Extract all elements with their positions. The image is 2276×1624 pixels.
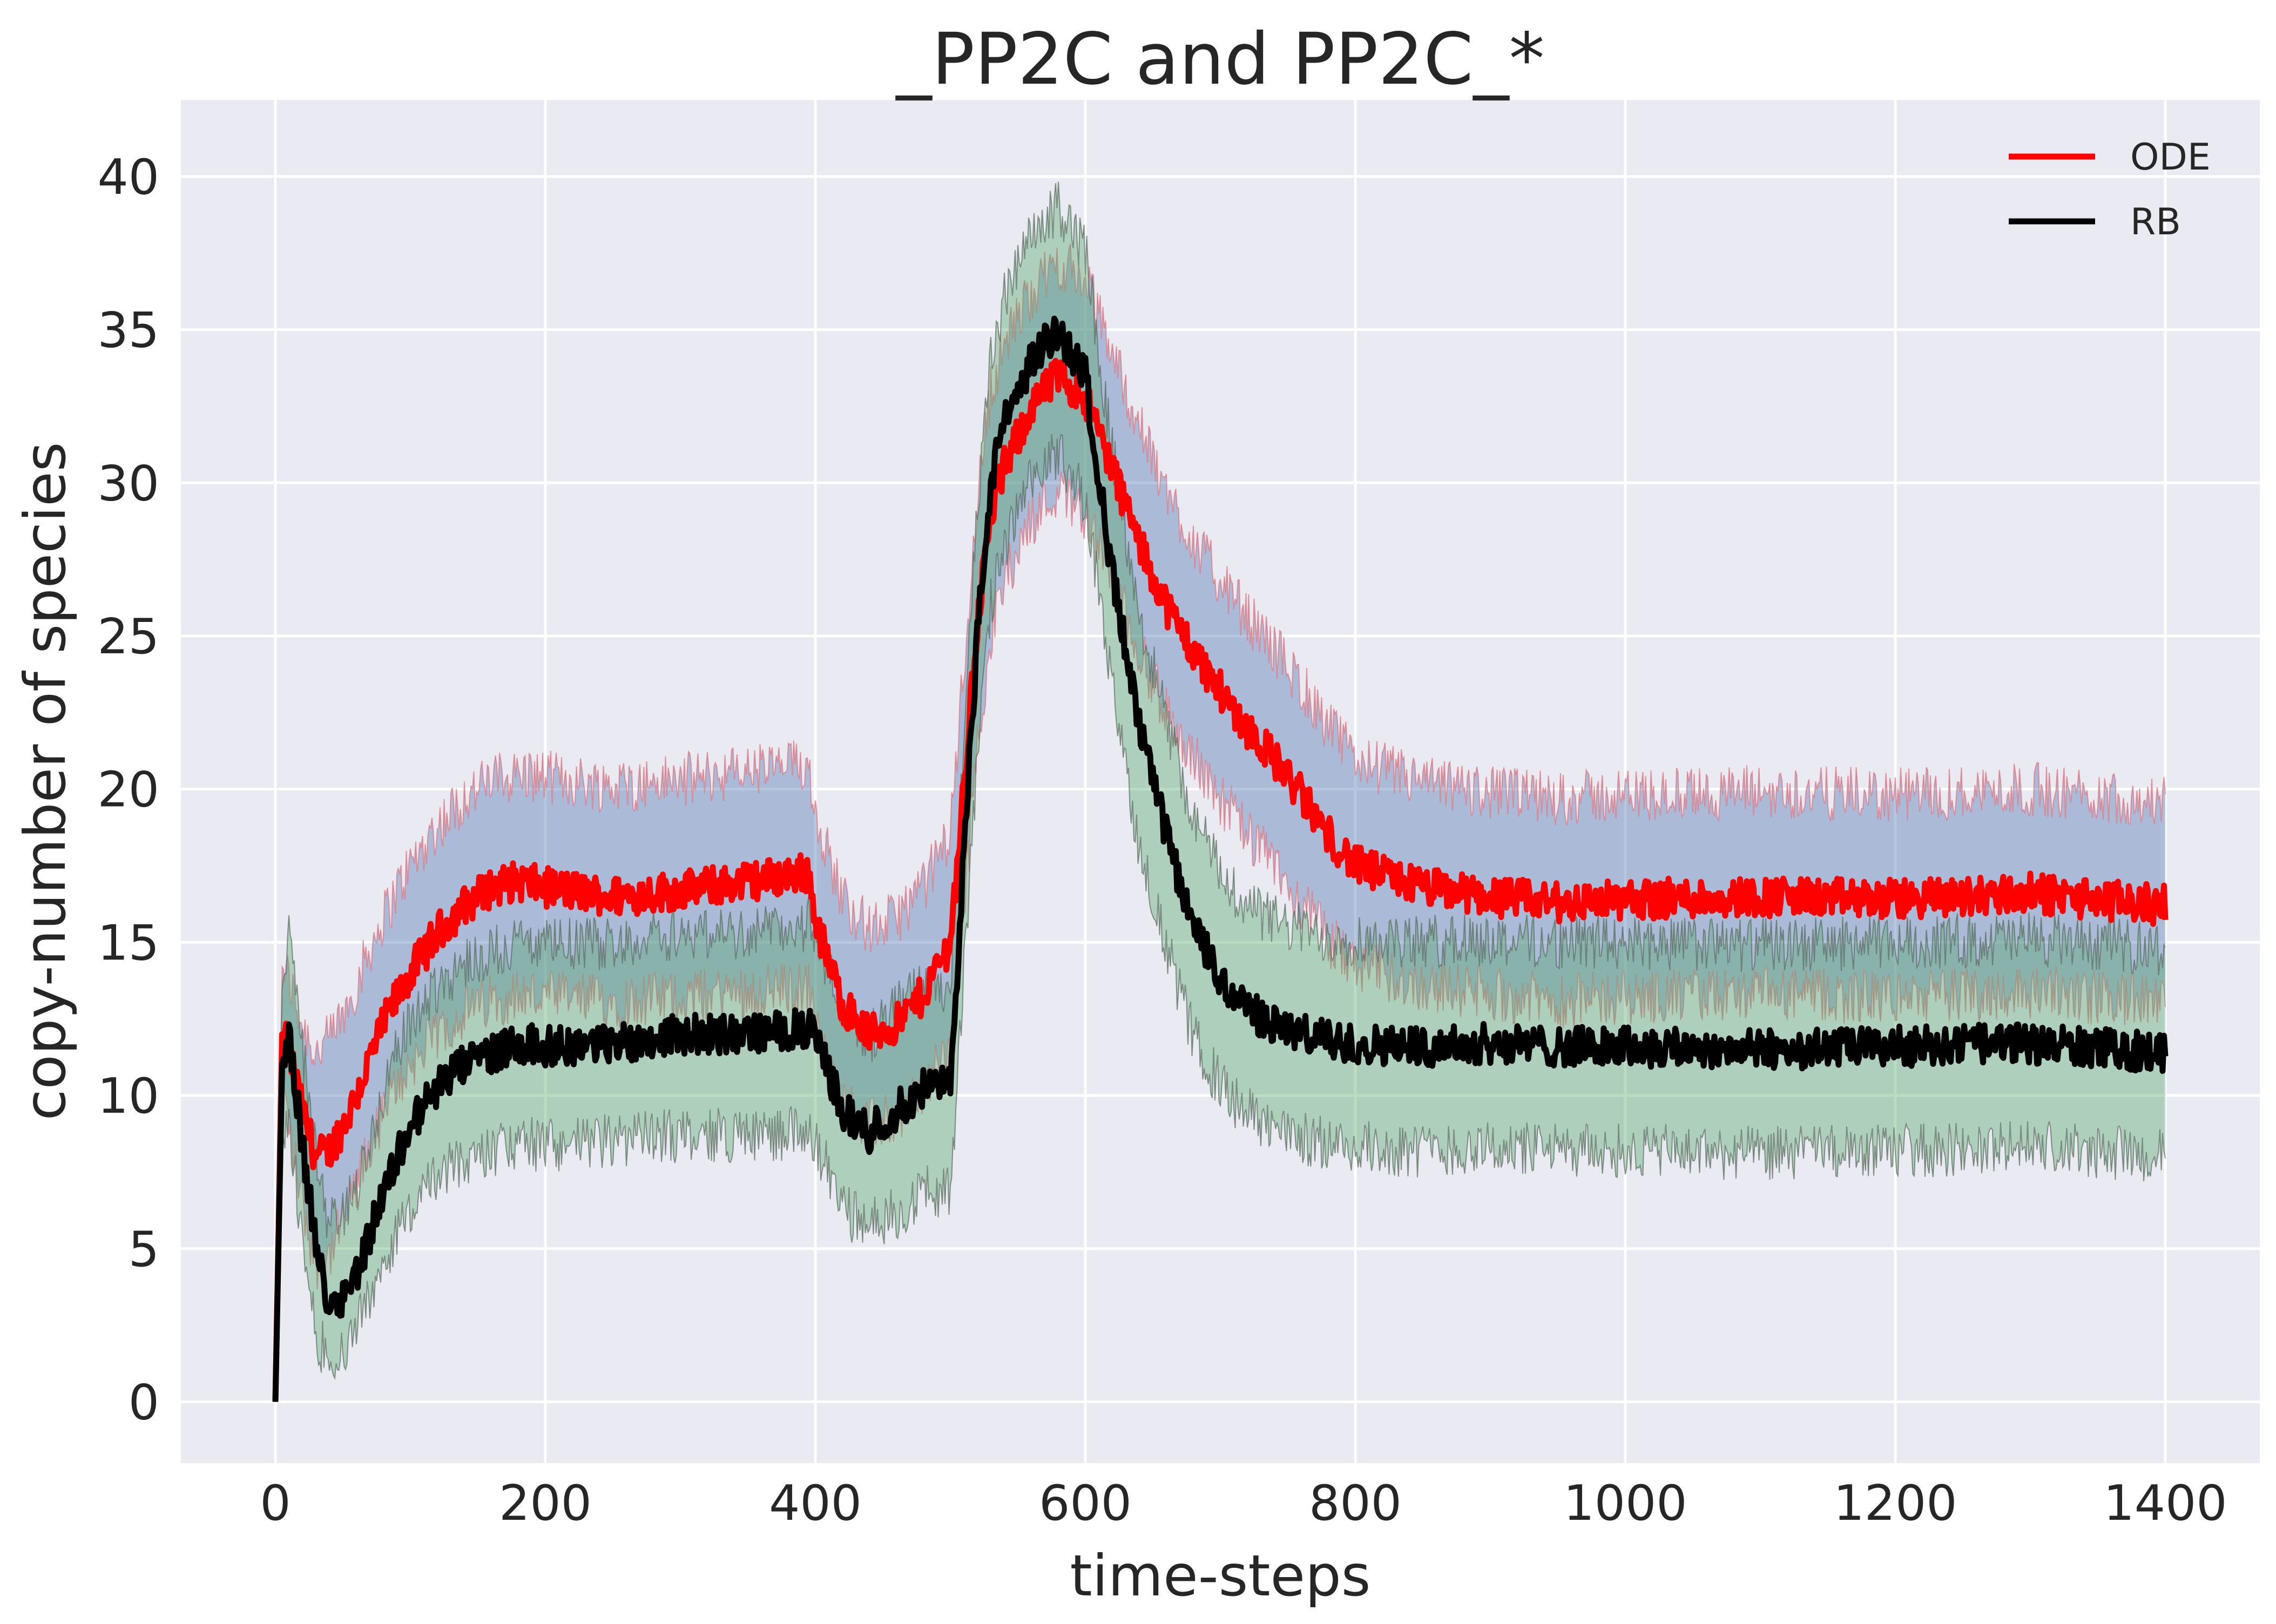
series-layer — [272, 181, 2169, 1402]
x-tick-label: 400 — [769, 1475, 862, 1532]
series-band-rb — [275, 181, 2166, 1402]
series-line-rb — [272, 315, 2169, 1402]
y-tick-label: 40 — [97, 149, 159, 206]
x-tick-label: 1200 — [1833, 1475, 1957, 1532]
x-tick-label: 0 — [260, 1475, 291, 1532]
legend: ODE RB — [2009, 136, 2211, 243]
y-tick-label: 10 — [97, 1068, 159, 1125]
series-line-ode — [272, 357, 2169, 1402]
y-tick-label: 5 — [129, 1221, 159, 1278]
y-tick-label: 35 — [97, 302, 159, 359]
x-tick-label: 600 — [1039, 1475, 1132, 1532]
y-axis-ticks: 0 5 10 15 20 25 30 35 40 — [97, 149, 159, 1431]
y-tick-label: 15 — [97, 915, 159, 971]
legend-label-rb: RB — [2130, 201, 2181, 243]
x-tick-label: 1400 — [2103, 1475, 2227, 1532]
series-band-upper — [275, 181, 2166, 1402]
series-ode — [272, 357, 2169, 1402]
series-band-lower — [275, 434, 2166, 1402]
y-tick-label: 30 — [97, 455, 159, 512]
y-tick-label: 0 — [129, 1375, 159, 1431]
series-band-area — [275, 181, 2165, 1402]
y-axis-label: copy-number of species — [12, 442, 78, 1121]
y-tick-label: 25 — [97, 608, 159, 665]
series-band-ode — [275, 243, 2166, 1402]
x-tick-label: 800 — [1309, 1475, 1402, 1532]
x-axis-ticks: 0 200 400 600 800 1000 1200 1400 — [260, 1475, 2227, 1532]
series-band-lower — [275, 470, 2166, 1402]
x-tick-label: 200 — [499, 1475, 592, 1532]
y-tick-label: 20 — [97, 762, 159, 818]
series-band-upper — [275, 243, 2166, 1402]
grid — [181, 100, 2260, 1463]
x-axis-label: time-steps — [1070, 1543, 1371, 1609]
chart-title: _PP2C and PP2C_* — [895, 18, 1545, 101]
series-rb — [272, 315, 2169, 1402]
legend-label-ode: ODE — [2130, 136, 2211, 179]
x-tick-label: 1000 — [1563, 1475, 1687, 1532]
